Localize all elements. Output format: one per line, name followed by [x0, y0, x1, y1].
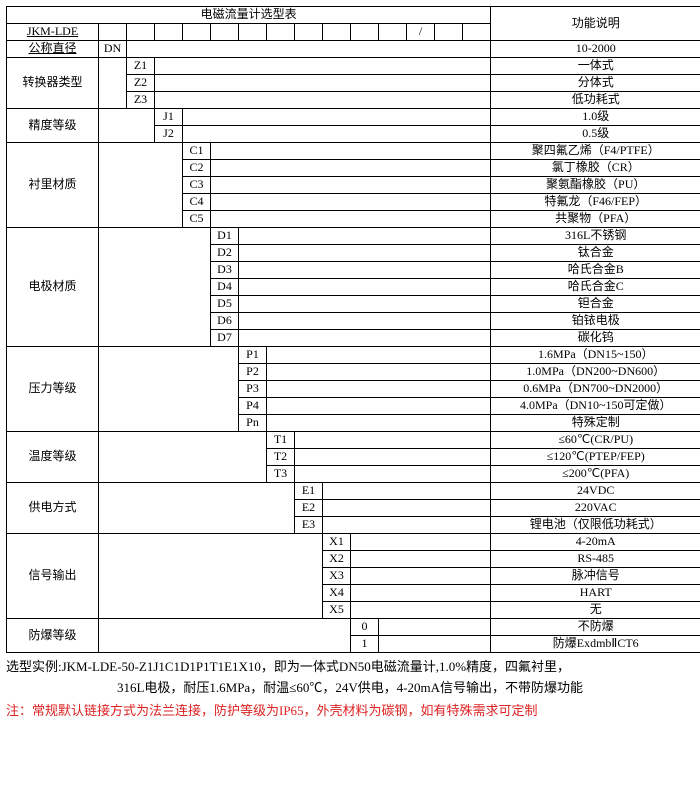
desc-c2: 氯丁橡胶（CR）: [491, 160, 700, 177]
desc-x5: 无: [491, 602, 700, 619]
code-e2: E2: [295, 500, 323, 517]
model-code: JKM-LDE: [7, 24, 99, 41]
code-pn: Pn: [239, 415, 267, 432]
code-x3: X3: [323, 568, 351, 585]
desc-x2: RS-485: [491, 551, 700, 568]
desc-e1: 24VDC: [491, 483, 700, 500]
desc-p1: 1.6MPa（DN15~150）: [491, 347, 700, 364]
desc-j1: 1.0级: [491, 109, 700, 126]
desc-c5: 共聚物（PFA）: [491, 211, 700, 228]
desc-t3: ≤200℃(PFA): [491, 466, 700, 483]
desc-z2: 分体式: [491, 75, 700, 92]
footer: 选型实例:JKM-LDE-50-Z1J1C1D1P1T1E1X10，即为一体式D…: [6, 657, 694, 721]
code-d6: D6: [211, 313, 239, 330]
desc-c3: 聚氨酯橡胶（PU）: [491, 177, 700, 194]
code-e3: E3: [295, 517, 323, 534]
code-x1: X1: [323, 534, 351, 551]
desc-e3: 锂电池（仅限低功耗式）: [491, 517, 700, 534]
code-c1: C1: [183, 143, 211, 160]
desc-dn: 10-2000: [491, 41, 700, 58]
code-d1: D1: [211, 228, 239, 245]
code-t1: T1: [267, 432, 295, 449]
code-z1: Z1: [127, 58, 155, 75]
code-ex1: 1: [351, 636, 379, 653]
desc-pn: 特殊定制: [491, 415, 700, 432]
desc-x4: HART: [491, 585, 700, 602]
selection-table: 电磁流量计选型表 功能说明 JKM-LDE / 公称直径 DN 10-2000 …: [6, 6, 700, 653]
code-j1: J1: [155, 109, 183, 126]
code-p4: P4: [239, 398, 267, 415]
desc-d7: 碳化钨: [491, 330, 700, 347]
code-d5: D5: [211, 296, 239, 313]
code-t3: T3: [267, 466, 295, 483]
desc-d4: 哈氏合金C: [491, 279, 700, 296]
code-t2: T2: [267, 449, 295, 466]
code-p3: P3: [239, 381, 267, 398]
param-lining: 衬里材质: [7, 143, 99, 228]
desc-j2: 0.5级: [491, 126, 700, 143]
code-d7: D7: [211, 330, 239, 347]
desc-d6: 铂铱电极: [491, 313, 700, 330]
example-line2: 316L电极，耐压1.6MPa，耐温≤60℃，24V供电，4-20mA信号输出，…: [6, 678, 694, 699]
code-c2: C2: [183, 160, 211, 177]
desc-e2: 220VAC: [491, 500, 700, 517]
param-accuracy: 精度等级: [7, 109, 99, 143]
desc-p2: 1.0MPa（DN200~DN600）: [491, 364, 700, 381]
code-e1: E1: [295, 483, 323, 500]
code-d3: D3: [211, 262, 239, 279]
desc-ex1: 防爆ExdmbⅡCT6: [491, 636, 700, 653]
code-p2: P2: [239, 364, 267, 381]
desc-d1: 316L不锈钢: [491, 228, 700, 245]
desc-p4: 4.0MPa（DN10~150可定做）: [491, 398, 700, 415]
code-c4: C4: [183, 194, 211, 211]
param-pressure: 压力等级: [7, 347, 99, 432]
param-explosion: 防爆等级: [7, 619, 99, 653]
desc-x3: 脉冲信号: [491, 568, 700, 585]
desc-t2: ≤120℃(PTEP/FEP): [491, 449, 700, 466]
desc-t1: ≤60℃(CR/PU): [491, 432, 700, 449]
function-title: 功能说明: [491, 7, 700, 41]
code-c5: C5: [183, 211, 211, 228]
slash-cell: /: [407, 24, 435, 41]
desc-z3: 低功耗式: [491, 92, 700, 109]
param-converter: 转换器类型: [7, 58, 99, 109]
code-p1: P1: [239, 347, 267, 364]
desc-ex0: 不防爆: [491, 619, 700, 636]
example-line1: 选型实例:JKM-LDE-50-Z1J1C1D1P1T1E1X10，即为一体式D…: [6, 657, 694, 678]
code-d2: D2: [211, 245, 239, 262]
desc-x1: 4-20mA: [491, 534, 700, 551]
desc-c4: 特氟龙（F46/FEP）: [491, 194, 700, 211]
desc-d3: 哈氏合金B: [491, 262, 700, 279]
desc-c1: 聚四氟乙烯（F4/PTFE）: [491, 143, 700, 160]
param-signal: 信号输出: [7, 534, 99, 619]
code-ex0: 0: [351, 619, 379, 636]
code-z3: Z3: [127, 92, 155, 109]
code-dn: DN: [99, 41, 127, 58]
param-electrode: 电极材质: [7, 228, 99, 347]
desc-d2: 钛合金: [491, 245, 700, 262]
note-line: 注：常规默认链接方式为法兰连接，防护等级为IP65，外壳材料为碳钢，如有特殊需求…: [6, 701, 694, 722]
param-nominal-diameter: 公称直径: [7, 41, 99, 58]
code-c3: C3: [183, 177, 211, 194]
code-x2: X2: [323, 551, 351, 568]
code-z2: Z2: [127, 75, 155, 92]
code-d4: D4: [211, 279, 239, 296]
desc-z1: 一体式: [491, 58, 700, 75]
param-power: 供电方式: [7, 483, 99, 534]
selection-title: 电磁流量计选型表: [7, 7, 491, 24]
desc-p3: 0.6MPa（DN700~DN2000）: [491, 381, 700, 398]
code-j2: J2: [155, 126, 183, 143]
param-temperature: 温度等级: [7, 432, 99, 483]
code-x5: X5: [323, 602, 351, 619]
desc-d5: 钽合金: [491, 296, 700, 313]
code-x4: X4: [323, 585, 351, 602]
